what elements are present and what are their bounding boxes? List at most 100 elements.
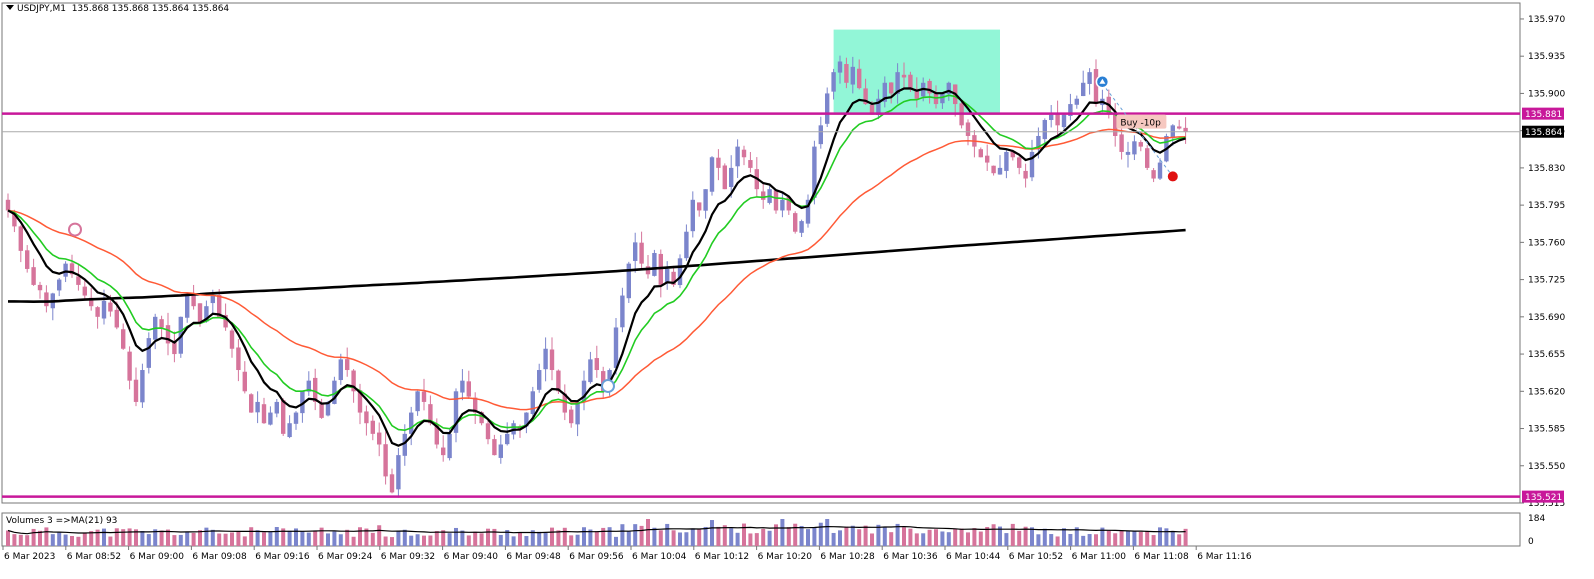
volume-bar xyxy=(89,531,94,546)
volume-bar xyxy=(1100,527,1105,546)
candle-body xyxy=(101,300,107,319)
volume-bar xyxy=(614,536,618,546)
volume-bar xyxy=(319,527,324,546)
candle-body xyxy=(665,268,670,283)
volume-bar xyxy=(428,535,433,546)
volume-bar xyxy=(588,529,593,546)
volume-bar xyxy=(390,537,394,546)
volume-bar xyxy=(902,527,906,546)
volume-bar xyxy=(479,533,484,546)
candle-body xyxy=(543,348,548,370)
volume-bar xyxy=(818,522,823,546)
y-tick-label: 135.620 xyxy=(1528,387,1565,397)
volume-bar xyxy=(658,530,663,546)
candle-body xyxy=(114,309,119,328)
volume-bar xyxy=(1030,527,1034,546)
volume-bar xyxy=(850,525,855,546)
volume-bar xyxy=(281,528,286,546)
volume-bar xyxy=(351,536,356,546)
volume-bar xyxy=(620,524,625,546)
symbol-label: USDJPY,M1 xyxy=(17,4,66,14)
volume-bar xyxy=(1004,533,1009,546)
candle-body xyxy=(697,202,702,211)
volume-panel-label: Volumes 3 =>MA(21) 93 xyxy=(6,516,118,526)
signal-marker-icon xyxy=(68,222,82,237)
candle-body xyxy=(940,93,945,104)
volume-bar xyxy=(543,533,548,546)
volume-bar xyxy=(447,533,452,546)
volume-bar xyxy=(505,530,510,546)
volume-bar xyxy=(530,530,535,546)
ma-slow-line xyxy=(8,228,1186,304)
volume-bar xyxy=(82,532,87,546)
volume-bar xyxy=(95,529,100,546)
volume-bar xyxy=(780,519,785,546)
candle-body xyxy=(869,104,875,115)
candle-body xyxy=(338,359,343,381)
candle-body xyxy=(313,377,318,402)
volume-bar xyxy=(652,527,657,546)
y-tick-label: 135.655 xyxy=(1528,350,1565,360)
candle-body xyxy=(281,400,286,434)
ma-orange-line xyxy=(7,128,1186,411)
signal-marker-icon xyxy=(601,378,615,393)
volume-bar xyxy=(70,535,74,546)
volume-bar xyxy=(716,526,721,546)
candle-body xyxy=(716,157,721,168)
level-price-tag-box xyxy=(1522,107,1564,120)
x-tick-label: 6 Mar 10:04 xyxy=(632,552,687,562)
candle-body xyxy=(383,444,388,477)
price-panel-frame xyxy=(1,2,1521,504)
volume-bar xyxy=(934,529,938,546)
candle-body xyxy=(479,412,484,424)
dropdown-arrow-icon[interactable] xyxy=(6,5,14,10)
x-tick-label: 6 Mar 10:44 xyxy=(946,552,1001,562)
volume-bar xyxy=(1010,523,1015,546)
candle-body xyxy=(549,349,555,371)
candle-body xyxy=(914,88,919,99)
volume-bar xyxy=(665,523,670,546)
volume-bar xyxy=(210,529,215,546)
volume-bar xyxy=(377,525,382,546)
candle-body xyxy=(434,425,439,445)
volume-bar xyxy=(998,526,1002,546)
candle-body xyxy=(140,370,145,403)
candle-body xyxy=(748,160,753,168)
y-tick-label: 135.690 xyxy=(1528,313,1565,323)
candle-body xyxy=(505,433,510,445)
candle-body xyxy=(415,391,420,412)
volume-bar xyxy=(434,531,439,546)
volume-bar xyxy=(441,530,446,546)
x-tick-label: 6 Mar 2023 xyxy=(4,552,55,562)
candle-body xyxy=(524,412,529,427)
candle-body xyxy=(658,253,663,285)
candle-body xyxy=(325,401,331,416)
y-tick-label: 135.725 xyxy=(1528,276,1565,286)
x-tick-label: 6 Mar 11:00 xyxy=(1072,552,1127,562)
candle-body xyxy=(25,250,30,269)
volume-bar xyxy=(831,532,836,546)
volume-bar xyxy=(684,532,689,546)
volume-bar xyxy=(927,529,932,546)
candle-body xyxy=(818,125,823,145)
volume-bar xyxy=(1145,531,1150,546)
current-price-tag-box xyxy=(1522,125,1564,138)
candle-body xyxy=(882,82,887,102)
volume-bar xyxy=(511,536,516,546)
volume-bar xyxy=(358,527,362,546)
candle-body xyxy=(588,359,593,383)
candle-body xyxy=(626,263,631,299)
y-tick-label: 135.760 xyxy=(1528,238,1565,248)
volume-bar xyxy=(882,526,887,546)
candle-body xyxy=(594,358,599,371)
candle-body xyxy=(1017,157,1022,168)
candle-body xyxy=(1132,141,1137,155)
x-tick-label: 6 Mar 09:32 xyxy=(381,552,435,562)
candle-body xyxy=(255,401,260,413)
y-tick-label: 135.830 xyxy=(1528,164,1565,174)
trade-label-text: Buy -10p xyxy=(1120,119,1161,129)
candle-body xyxy=(293,412,299,424)
candle-body xyxy=(863,88,868,105)
volume-bar xyxy=(607,527,612,546)
